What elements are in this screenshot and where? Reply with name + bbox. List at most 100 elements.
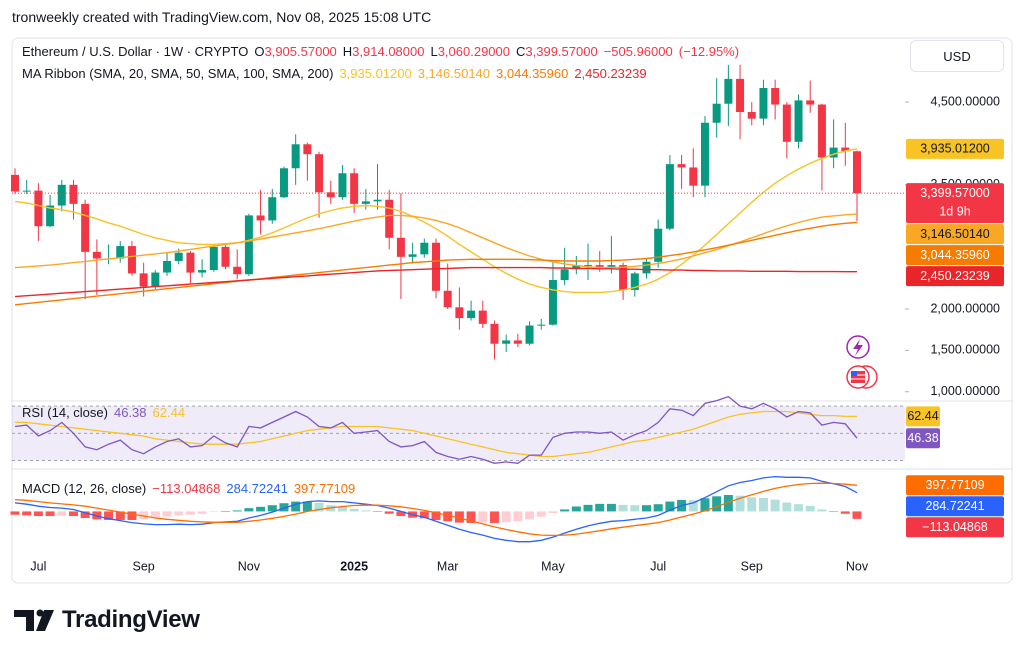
candle-body xyxy=(537,324,546,326)
candle-body xyxy=(396,237,405,257)
candle-body xyxy=(525,325,534,344)
macd-legend: MACD (12, 26, close) −113.04868 284.72241 3… xyxy=(22,481,355,496)
macd-histogram-bar xyxy=(279,503,289,512)
candle-body xyxy=(513,340,522,344)
axis-value-label: 2,450.23239 xyxy=(920,269,990,283)
candle-body xyxy=(841,147,850,152)
candle-body xyxy=(478,310,487,324)
macd-histogram-bar xyxy=(630,505,640,512)
macd-histogram-bar xyxy=(852,511,862,519)
macd-histogram-bar xyxy=(758,497,768,512)
macd-histogram-bar xyxy=(185,511,195,515)
macd-histogram-bar xyxy=(150,511,160,518)
macd-histogram-bar xyxy=(489,511,499,523)
macd-histogram-bar xyxy=(57,511,67,516)
countdown-label: 1d 9h xyxy=(939,204,970,218)
macd-histogram-bar xyxy=(688,500,698,512)
currency-button[interactable]: USD xyxy=(910,40,1004,72)
macd-histogram-bar xyxy=(665,501,675,512)
y-tick-label: 1,000.00000 xyxy=(930,384,1000,398)
brand-logo xyxy=(14,609,54,631)
candle-body xyxy=(256,215,265,221)
ohlc-value: 3,914.08000 xyxy=(352,44,425,59)
macd-histogram-bar xyxy=(548,511,558,514)
ma-value: 3,146.50140 xyxy=(417,66,491,81)
change-value: −505.96000 xyxy=(603,44,673,59)
axis-value-box xyxy=(906,496,1004,517)
candle-body xyxy=(92,251,101,259)
moving-average-line xyxy=(14,213,858,269)
event-icon[interactable] xyxy=(846,365,878,389)
macd-histogram-bar xyxy=(104,511,114,520)
macd-title: MACD (12, 26, close) xyxy=(22,481,147,496)
candle-body xyxy=(689,167,698,186)
macd-histogram-bar xyxy=(735,495,745,512)
ohlc-key: L xyxy=(430,44,438,59)
candle-body xyxy=(116,246,125,259)
candle-body xyxy=(221,246,230,267)
candle-body xyxy=(34,190,43,227)
candle-body xyxy=(209,246,218,271)
macd-histogram-bar xyxy=(291,501,301,512)
candle-body xyxy=(584,265,593,267)
macd-histogram-bar xyxy=(794,504,804,512)
axis-value-label: −113.04868 xyxy=(922,520,988,534)
chart-frame xyxy=(11,37,1013,584)
candle-body xyxy=(724,78,733,104)
macd-histogram-bar xyxy=(653,504,663,512)
axis-value-box xyxy=(906,266,1004,287)
macd-histogram-bar xyxy=(443,511,453,522)
macd-histogram-bar xyxy=(536,511,546,517)
candle-body xyxy=(490,323,499,344)
candle-body xyxy=(69,184,78,204)
y-tick-label: 4,500.00000 xyxy=(930,94,1000,108)
candle-body xyxy=(268,197,277,221)
macd-histogram-bar xyxy=(454,511,464,523)
change-percent: (−12.95%) xyxy=(678,44,740,59)
macd-histogram-bar xyxy=(256,506,266,512)
macd-histogram-bar xyxy=(314,502,324,512)
axis-value-label: 46.38 xyxy=(907,431,938,445)
macd-histogram-bar xyxy=(583,504,593,512)
candle-body xyxy=(326,192,335,198)
ma-value: 3,935.01200 xyxy=(339,66,412,81)
attribution: tronweekly created with TradingView.com,… xyxy=(12,9,432,25)
ohlc-value: 3,905.57000 xyxy=(264,44,337,59)
lightning-icon[interactable] xyxy=(846,335,870,359)
macd-histogram-bar xyxy=(712,496,722,512)
moving-average-line xyxy=(14,266,857,298)
macd-histogram-bar xyxy=(221,511,230,512)
candle-body xyxy=(174,252,183,261)
candle-body xyxy=(654,228,663,262)
axis-value-label: 3,146.50140 xyxy=(920,227,990,241)
candle-body xyxy=(677,164,686,168)
candle-body xyxy=(700,122,709,186)
macd-histogram-bar xyxy=(466,511,476,523)
macd-histogram-bar xyxy=(267,505,277,512)
candle-body xyxy=(57,184,66,206)
macd-histogram-bar xyxy=(209,511,219,512)
candle-body xyxy=(759,88,768,119)
candle-body xyxy=(607,265,616,267)
macd-histogram-bar xyxy=(80,511,90,518)
candle-body xyxy=(279,168,288,198)
rsi-line xyxy=(15,410,858,458)
macd-histogram-bar xyxy=(127,511,137,520)
rsi-title: RSI (14, close) xyxy=(22,405,108,420)
axis-value-label: 62.44 xyxy=(907,409,938,423)
candle-body xyxy=(467,310,476,319)
macd-histogram-bar xyxy=(396,511,406,517)
ohlc-value: 3,060.29000 xyxy=(437,44,510,59)
candle-body xyxy=(548,280,557,325)
candle-body xyxy=(817,104,826,158)
indicator-title: MA Ribbon (SMA, 20, SMA, 50, SMA, 100, S… xyxy=(22,66,334,81)
ohlc-item: C3,399.57000 xyxy=(516,44,598,59)
ma-value: 2,450.23239 xyxy=(574,66,647,81)
moving-average-line xyxy=(14,221,858,306)
x-tick-label: Jul xyxy=(30,559,46,573)
macd-histogram-bar xyxy=(642,505,651,512)
price-legend: Ethereum / U.S. Dollar · 1W · CRYPTO O3,9… xyxy=(22,44,739,59)
ohlc-key: O xyxy=(254,44,265,59)
macd-histogram-bar xyxy=(115,511,125,520)
